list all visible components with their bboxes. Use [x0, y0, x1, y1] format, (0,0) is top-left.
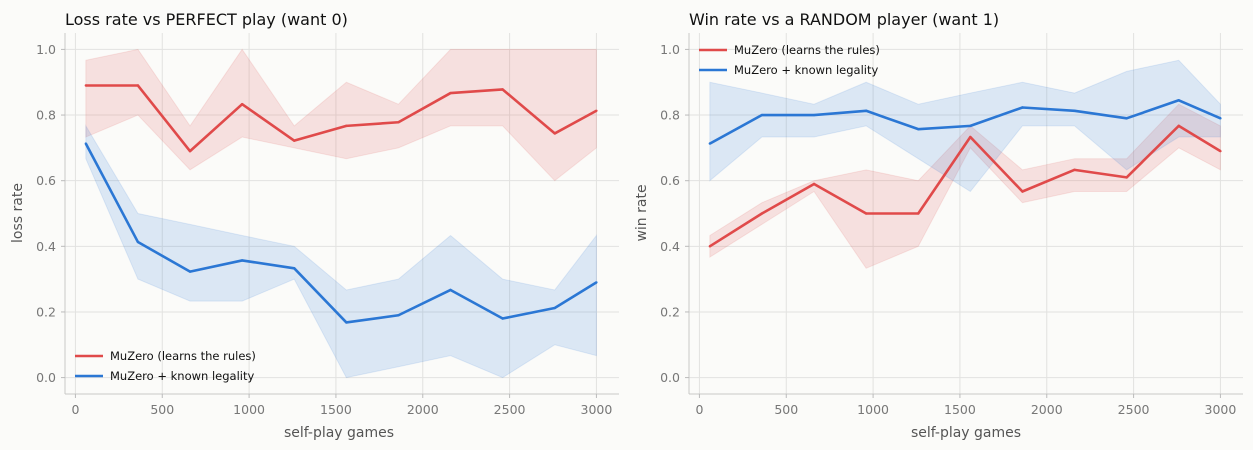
- data-point: [449, 91, 452, 95]
- data-point: [969, 124, 972, 128]
- x-tick-label: 2000: [1031, 402, 1063, 417]
- data-point: [188, 149, 192, 153]
- y-tick-label: 0.6: [660, 173, 680, 188]
- y-tick-label: 0.2: [36, 304, 56, 319]
- data-point: [449, 288, 452, 292]
- x-tick-label: 1000: [233, 402, 265, 417]
- x-tick-label: 1500: [320, 402, 352, 417]
- data-point: [1125, 176, 1128, 179]
- y-tick-label: 0.8: [660, 108, 680, 123]
- loss-rate-chart: Loss rate vs PERFECT play (want 0) self-…: [10, 10, 619, 441]
- data-point: [293, 139, 296, 142]
- data-point: [84, 84, 88, 87]
- data-point: [136, 84, 140, 87]
- x-tick-label: 1000: [857, 402, 889, 417]
- x-tick-label: 500: [774, 402, 798, 417]
- x-tick-label: 3000: [1205, 402, 1237, 417]
- y-tick-label: 0.4: [660, 239, 680, 254]
- data-point: [1219, 117, 1222, 120]
- legend-label: MuZero (learns the rules): [110, 349, 256, 363]
- x-tick-label: 1500: [944, 402, 976, 417]
- data-point: [1073, 168, 1076, 172]
- data-point: [188, 270, 192, 273]
- legend-label: MuZero + known legality: [734, 63, 878, 77]
- confidence-band-0: [85, 48, 597, 182]
- data-point: [864, 212, 868, 215]
- data-point: [293, 267, 296, 270]
- data-point: [1177, 99, 1180, 102]
- x-tick-label: 0: [71, 402, 79, 417]
- data-point: [501, 88, 504, 91]
- data-point: [760, 212, 764, 215]
- y-tick-label: 1.0: [36, 42, 56, 57]
- data-point: [1125, 117, 1128, 120]
- x-tick-label: 2500: [494, 402, 526, 417]
- data-point: [240, 103, 244, 106]
- data-point: [240, 259, 244, 262]
- data-point: [1073, 109, 1076, 112]
- data-point: [864, 109, 868, 112]
- data-point: [708, 142, 712, 145]
- x-tick-label: 2500: [1118, 402, 1150, 417]
- legend-label: MuZero + known legality: [110, 369, 254, 383]
- data-point: [760, 113, 764, 117]
- x-tick-label: 0: [695, 402, 703, 417]
- data-point: [595, 109, 598, 112]
- y-tick-label: 0.8: [36, 108, 56, 123]
- plot-area: 0 500 1000 1500 2000 2500 3000 0.0 0.2 0.4 0.6 0.8 1…: [660, 33, 1243, 417]
- data-point: [397, 121, 400, 124]
- confidence-band-1: [85, 124, 597, 379]
- x-tick-label: 500: [150, 402, 174, 417]
- data-point: [595, 281, 598, 284]
- chart-title: Loss rate vs PERFECT play (want 0): [65, 10, 348, 29]
- data-point: [1177, 124, 1180, 128]
- legend-label: MuZero (learns the rules): [734, 43, 880, 57]
- data-point: [917, 212, 920, 215]
- x-tick-label: 3000: [581, 402, 613, 417]
- y-tick-label: 0.4: [36, 239, 56, 254]
- y-tick-label: 0.2: [660, 304, 680, 319]
- data-point: [345, 321, 348, 324]
- x-tick-label: 2000: [407, 402, 439, 417]
- y-tick-label: 0.0: [36, 370, 56, 385]
- data-point: [812, 182, 816, 186]
- x-axis-label: self-play games: [284, 425, 394, 441]
- y-tick-label: 0.6: [36, 173, 56, 188]
- y-tick-label: 0.0: [660, 370, 680, 385]
- data-point: [708, 245, 712, 248]
- chart-title: Win rate vs a RANDOM player (want 1): [689, 10, 999, 29]
- data-point: [812, 113, 816, 117]
- data-point: [1219, 149, 1222, 153]
- data-point: [969, 135, 972, 139]
- y-tick-label: 1.0: [660, 42, 680, 57]
- data-point: [345, 124, 348, 128]
- data-point: [397, 314, 400, 317]
- data-point: [553, 132, 556, 135]
- y-axis-label: win rate: [634, 184, 650, 241]
- data-point: [1021, 190, 1024, 193]
- win-rate-chart: Win rate vs a RANDOM player (want 1) sel…: [634, 10, 1243, 441]
- x-axis-label: self-play games: [911, 425, 1021, 441]
- data-point: [501, 317, 504, 320]
- data-point: [136, 240, 140, 244]
- data-point: [1021, 106, 1024, 109]
- data-point: [84, 142, 88, 145]
- plot-area: 0 500 1000 1500 2000 2500 3000 0.0 0.2 0.4 0.6 0.8 1…: [36, 33, 619, 417]
- data-point: [917, 127, 920, 131]
- y-axis-label: loss rate: [10, 183, 26, 243]
- data-point: [553, 306, 556, 310]
